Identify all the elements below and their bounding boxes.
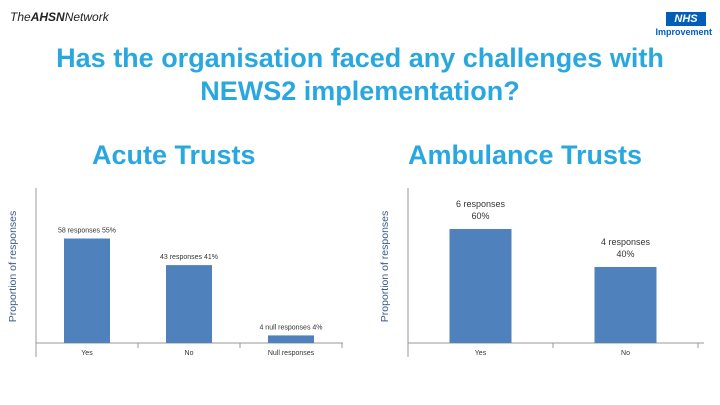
bar-yes xyxy=(64,238,110,343)
bar-null-responses xyxy=(268,335,314,343)
title-line-2: NEWS2 implementation? xyxy=(200,76,520,106)
x-tick-label: Null responses xyxy=(268,350,315,357)
data-label: 6 responses xyxy=(456,199,506,209)
ambulance-trusts-chart: Proportion of responses 6 responses 60% Yes… xyxy=(380,188,704,357)
acute-trusts-chart: Proportion of responses 58 responses 55% Y… xyxy=(8,188,343,357)
data-label: 4 responses xyxy=(601,237,651,247)
page-title: Has the organisation faced any challenge… xyxy=(0,42,720,108)
acute-trusts-heading: Acute Trusts xyxy=(92,140,256,170)
ambulance-trusts-heading: Ambulance Trusts xyxy=(408,140,643,170)
nhs-improvement-label: Improvement xyxy=(655,27,712,37)
data-label: 43 responses 41% xyxy=(160,254,218,261)
x-tick-label: Yes xyxy=(475,350,487,357)
ahsn-network-logo: TheAHSNNetwork xyxy=(10,10,109,24)
title-line-1: Has the organisation faced any challenge… xyxy=(56,43,664,73)
data-label: 58 responses 55% xyxy=(58,228,116,235)
bar-no xyxy=(594,267,657,343)
data-label: 40% xyxy=(616,249,634,259)
x-tick-label: No xyxy=(621,350,630,357)
x-tick-label: No xyxy=(185,350,194,357)
nhs-logo: NHS xyxy=(666,12,706,26)
logo-suffix: Network xyxy=(64,10,109,24)
bar-yes xyxy=(449,229,512,343)
logo-bold: AHSN xyxy=(30,10,65,24)
x-tick-label: Yes xyxy=(81,350,93,357)
bar-no xyxy=(166,265,212,343)
y-axis-label: Proportion of responses xyxy=(8,211,19,322)
logo-prefix: The xyxy=(10,10,31,24)
data-label: 4 null responses 4% xyxy=(259,324,322,331)
y-axis-label: Proportion of responses xyxy=(380,211,391,322)
data-label: 60% xyxy=(471,211,489,221)
